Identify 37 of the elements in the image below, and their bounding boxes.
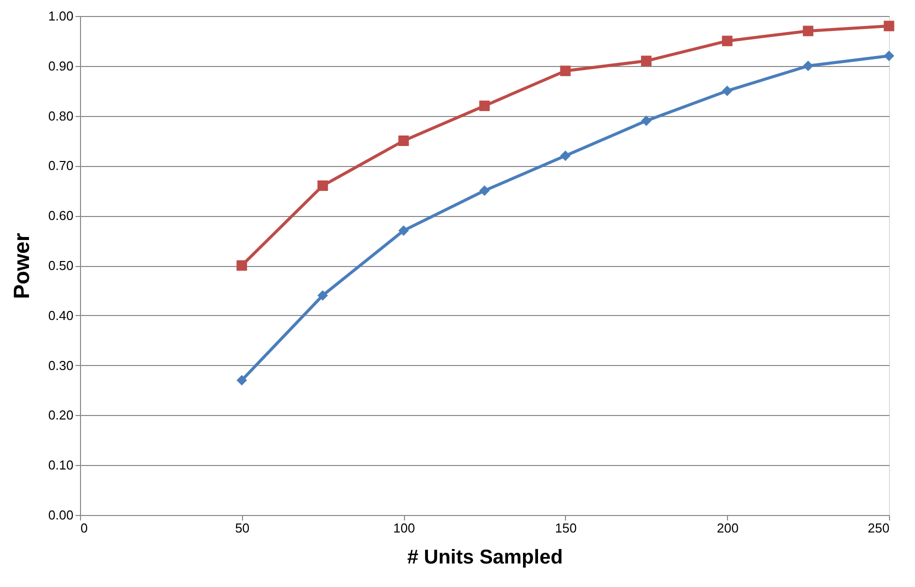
y-tick-label: 0.90: [48, 58, 74, 74]
x-tick-label: 100: [393, 520, 415, 536]
y-tick-label: 0.60: [48, 208, 74, 224]
point: [560, 150, 571, 161]
y-tick-label: 1.00: [48, 8, 74, 24]
y-tick-label: 0.20: [48, 408, 74, 423]
y-tick-label: 0.00: [48, 508, 74, 522]
point: [236, 375, 248, 386]
point: [722, 86, 732, 96]
y-tick-label: 0.50: [48, 258, 74, 273]
y-tick-label: 0.30: [48, 358, 74, 373]
y-tick-label: 0.70: [48, 158, 74, 174]
point: [884, 50, 894, 62]
x-tick-label: 150: [555, 520, 577, 536]
point: [802, 26, 814, 36]
point: [884, 20, 894, 32]
y-axis-title: Power: [9, 232, 34, 300]
point: [802, 60, 814, 72]
point: [641, 56, 652, 66]
x-axis-title: # Units Sampled: [407, 546, 563, 568]
point: [398, 225, 409, 236]
y-tick-label: 0.40: [48, 308, 74, 323]
point: [236, 260, 248, 271]
point: [722, 36, 732, 46]
point: [479, 185, 490, 196]
y-tick-label: 0.80: [48, 108, 74, 124]
point: [641, 116, 652, 126]
point: [560, 66, 571, 76]
point: [317, 180, 328, 191]
point: [317, 290, 328, 301]
x-tick-label: 0: [80, 520, 88, 536]
point: [398, 136, 409, 146]
point: [479, 100, 490, 112]
x-tick-label: 250: [868, 520, 890, 536]
x-tick-label: 200: [716, 520, 739, 536]
y-tick-label: 0.10: [48, 458, 74, 473]
x-tick-label: 50: [235, 520, 250, 536]
